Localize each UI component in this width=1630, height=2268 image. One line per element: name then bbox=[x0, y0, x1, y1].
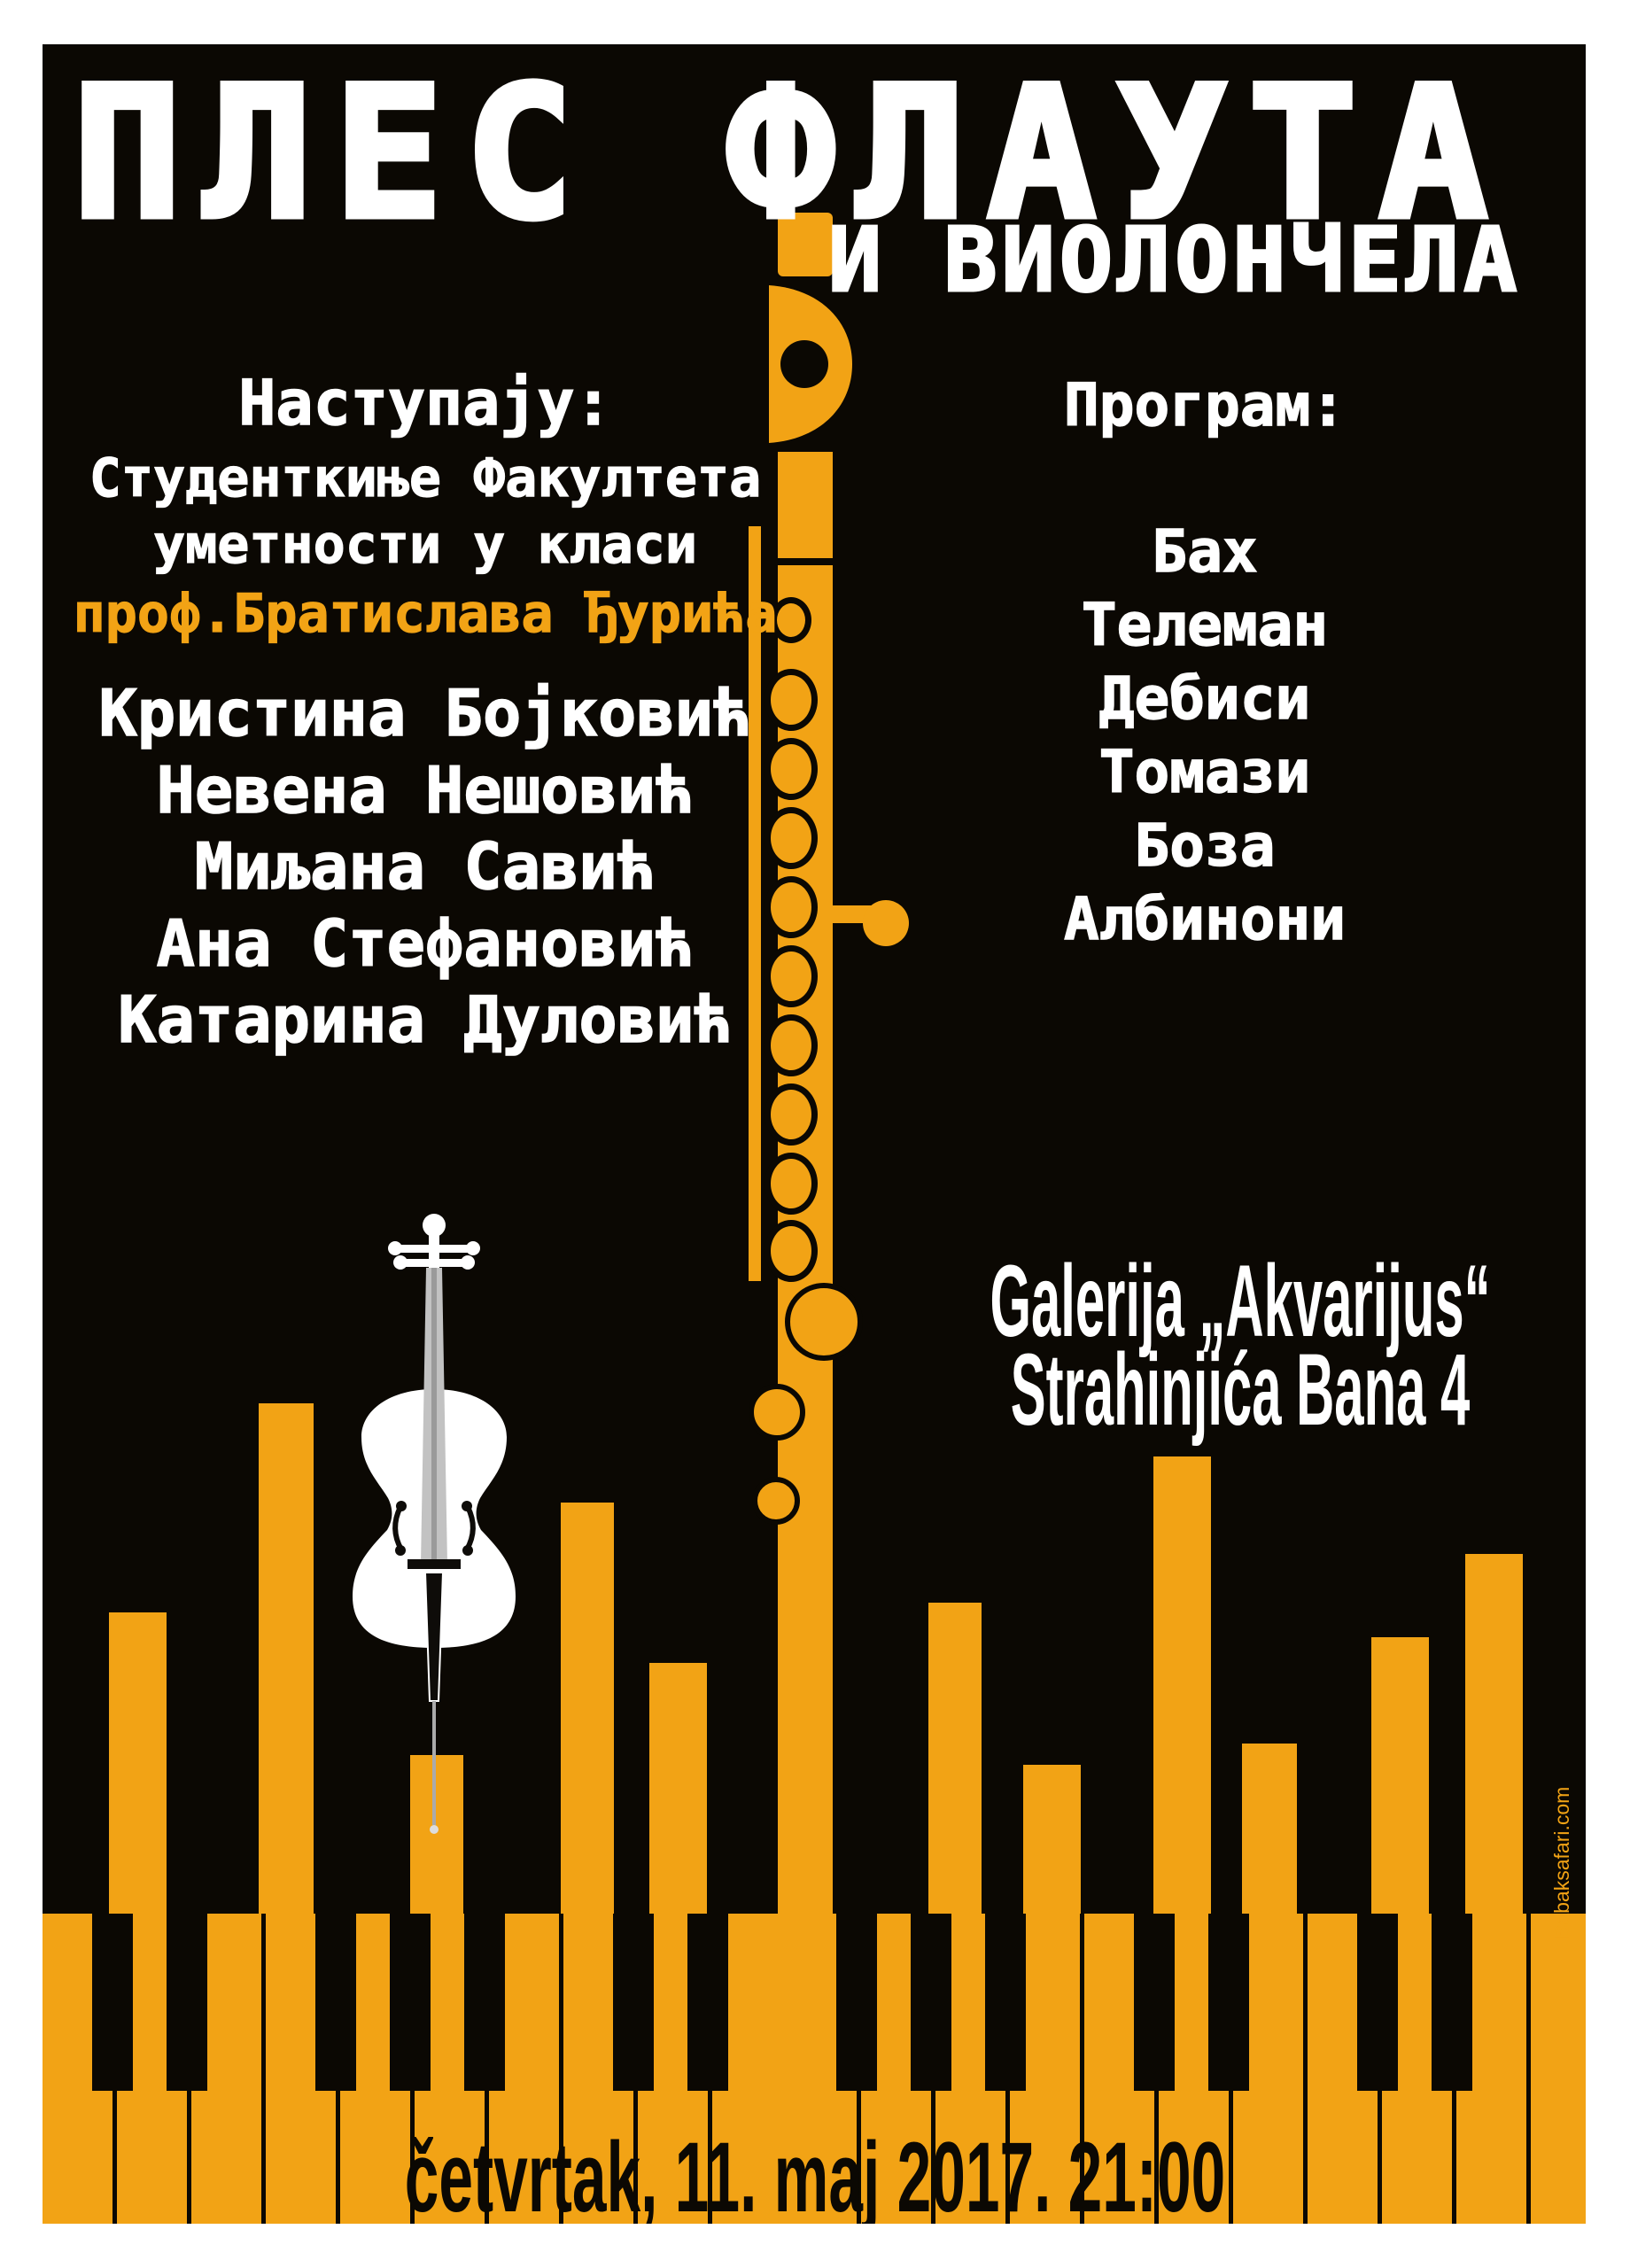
cello-f-hole-dots bbox=[395, 1501, 473, 1556]
cello-illustration bbox=[353, 1214, 516, 1834]
cello-endpin-tip bbox=[430, 1825, 439, 1834]
equalizer-bar bbox=[649, 1663, 707, 1914]
flute-foot-key bbox=[749, 1384, 805, 1441]
flute-key bbox=[765, 876, 818, 938]
equalizer-bar bbox=[1371, 1637, 1429, 1914]
composer-name: Телеман bbox=[1081, 590, 1329, 660]
equalizer-bar bbox=[1465, 1554, 1523, 1914]
professor-name: проф.Братислава Ђурића bbox=[73, 583, 778, 645]
flute-lip-plate bbox=[769, 285, 852, 443]
event-datetime: četvrtak, 11. maj 2017. 21:00 bbox=[404, 2122, 1226, 2225]
white-key-separator bbox=[1080, 1914, 1084, 2224]
black-key bbox=[1134, 1914, 1175, 2091]
cello-endpin bbox=[432, 1701, 436, 1825]
flute-key-rod bbox=[749, 526, 761, 1281]
flute-key bbox=[765, 1014, 818, 1076]
equalizer-bar bbox=[1023, 1765, 1081, 1914]
black-key bbox=[390, 1914, 431, 2091]
poster-content: ПЛЕС ФЛАУТА И ВИОЛОНЧЕЛА Наступају: Студ… bbox=[43, 44, 1586, 2224]
performer-name: Невена Нешовић bbox=[156, 752, 695, 827]
flute-crown bbox=[778, 213, 833, 276]
program-heading: Програм: bbox=[1063, 371, 1346, 439]
performers-description-line2: уметности у класи bbox=[152, 514, 698, 576]
flute-foot-key bbox=[752, 1477, 800, 1525]
flute-key bbox=[765, 1220, 818, 1282]
flute-joint-line bbox=[778, 558, 833, 565]
black-key bbox=[836, 1914, 877, 2091]
cello-strings bbox=[431, 1268, 437, 1560]
equalizer-bar bbox=[109, 1612, 167, 1914]
white-key-separator bbox=[1526, 1914, 1531, 2224]
program-composers-list: Бах Телеман Дебиси Томази Боза Албинони bbox=[895, 515, 1515, 956]
flute-foot-key bbox=[785, 1283, 863, 1361]
black-key bbox=[1208, 1914, 1249, 2091]
performers-description-line1: Студенткиње Факултета bbox=[89, 447, 762, 509]
poster: ПЛЕС ФЛАУТА И ВИОЛОНЧЕЛА Наступају: Студ… bbox=[43, 44, 1586, 2224]
venue-name: Galerija „Akvarijus“ bbox=[990, 1245, 1491, 1358]
black-key bbox=[911, 1914, 951, 2091]
black-key bbox=[613, 1914, 654, 2091]
flute-key bbox=[765, 669, 818, 731]
performer-name: Миљана Савић bbox=[194, 828, 656, 904]
performer-names-list: Кристина Бојковић Невена Нешовић Миљана Са… bbox=[43, 675, 808, 1059]
performer-name: Катарина Дуловић bbox=[117, 982, 733, 1057]
equalizer-bar bbox=[410, 1755, 463, 1914]
composer-name: Боза bbox=[1134, 811, 1276, 881]
cello-scroll bbox=[388, 1214, 480, 1270]
flute-key bbox=[765, 807, 818, 869]
flute-key bbox=[771, 597, 811, 643]
venue-address: Strahinjića Bana 4 bbox=[1010, 1333, 1471, 1447]
equalizer-bar bbox=[1153, 1456, 1211, 1914]
black-key bbox=[167, 1914, 207, 2091]
poster-subtitle: И ВИОЛОНЧЕЛА bbox=[827, 208, 1522, 312]
equalizer-bar bbox=[561, 1503, 614, 1914]
performers-heading: Наступају: bbox=[238, 367, 613, 439]
composer-name: Томази bbox=[1098, 737, 1311, 807]
black-key bbox=[464, 1914, 505, 2091]
cello-bridge bbox=[408, 1559, 461, 1569]
black-key bbox=[92, 1914, 133, 2091]
performer-name: Ана Стефановић bbox=[156, 905, 695, 981]
composer-name: Бах bbox=[1152, 517, 1259, 586]
black-key bbox=[1357, 1914, 1398, 2091]
flute-key bbox=[765, 1084, 818, 1146]
black-key bbox=[1432, 1914, 1472, 2091]
cello-tailpiece bbox=[423, 1572, 445, 1702]
flute-key bbox=[765, 738, 818, 800]
flute-key bbox=[765, 1153, 818, 1215]
composer-name: Албинони bbox=[1063, 884, 1346, 954]
equalizer-bar bbox=[259, 1403, 314, 1914]
black-key bbox=[315, 1914, 356, 2091]
black-key bbox=[687, 1914, 728, 2091]
equalizer-bar bbox=[1242, 1744, 1297, 1914]
white-key-separator bbox=[261, 1914, 266, 2224]
white-key-separator bbox=[1303, 1914, 1308, 2224]
equalizer-bar bbox=[928, 1603, 982, 1914]
flute-key bbox=[765, 945, 818, 1007]
black-key bbox=[985, 1914, 1026, 2091]
credit-watermark: Babaksafari.com bbox=[1550, 1786, 1573, 1938]
performer-name: Кристина Бојковић bbox=[98, 675, 752, 750]
flute-embouchure-hole bbox=[780, 340, 828, 388]
composer-name: Дебиси bbox=[1098, 664, 1311, 734]
poster-title: ПЛЕС ФЛАУТА bbox=[70, 49, 1510, 260]
flute-trill-key bbox=[863, 900, 909, 946]
white-key-separator bbox=[559, 1914, 563, 2224]
